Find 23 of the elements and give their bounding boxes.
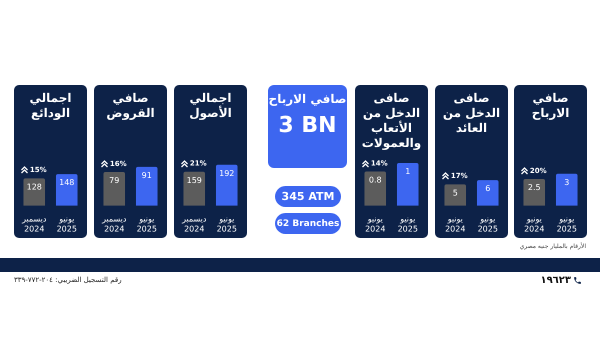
data-label: 91 (142, 170, 152, 180)
text: 345 ATM (275, 186, 341, 207)
data-label: 128 (26, 182, 42, 192)
text: 62 Branches (275, 213, 341, 234)
data-label: 159 (186, 176, 202, 185)
data-label: 192 (219, 168, 234, 178)
chart-title: صافي القروض (105, 91, 156, 121)
data-label: 2.5 (528, 183, 541, 192)
data-label: 6 (485, 184, 490, 194)
chart-title: صافي الارباح (530, 91, 570, 121)
chart-title: اجمالي الأصول (188, 91, 233, 121)
data-label: 148 (59, 178, 74, 188)
chart-title: صافى الدخل من العائد (442, 91, 502, 136)
data-label: 5 (452, 188, 458, 198)
data-label: 79 (109, 176, 120, 186)
text: ١٩٦٢٣ (540, 275, 571, 286)
text: 3 BN (277, 113, 338, 138)
chart-title: صافى الدخل من الأتعاب والعمولات (360, 91, 422, 151)
data-label: 0.8 (368, 176, 382, 185)
chart-title: اجمالي الودائع (28, 91, 72, 121)
data-label: 3 (564, 178, 570, 187)
text: صافي الارباح (268, 92, 347, 107)
data-label: 1 (405, 167, 410, 176)
